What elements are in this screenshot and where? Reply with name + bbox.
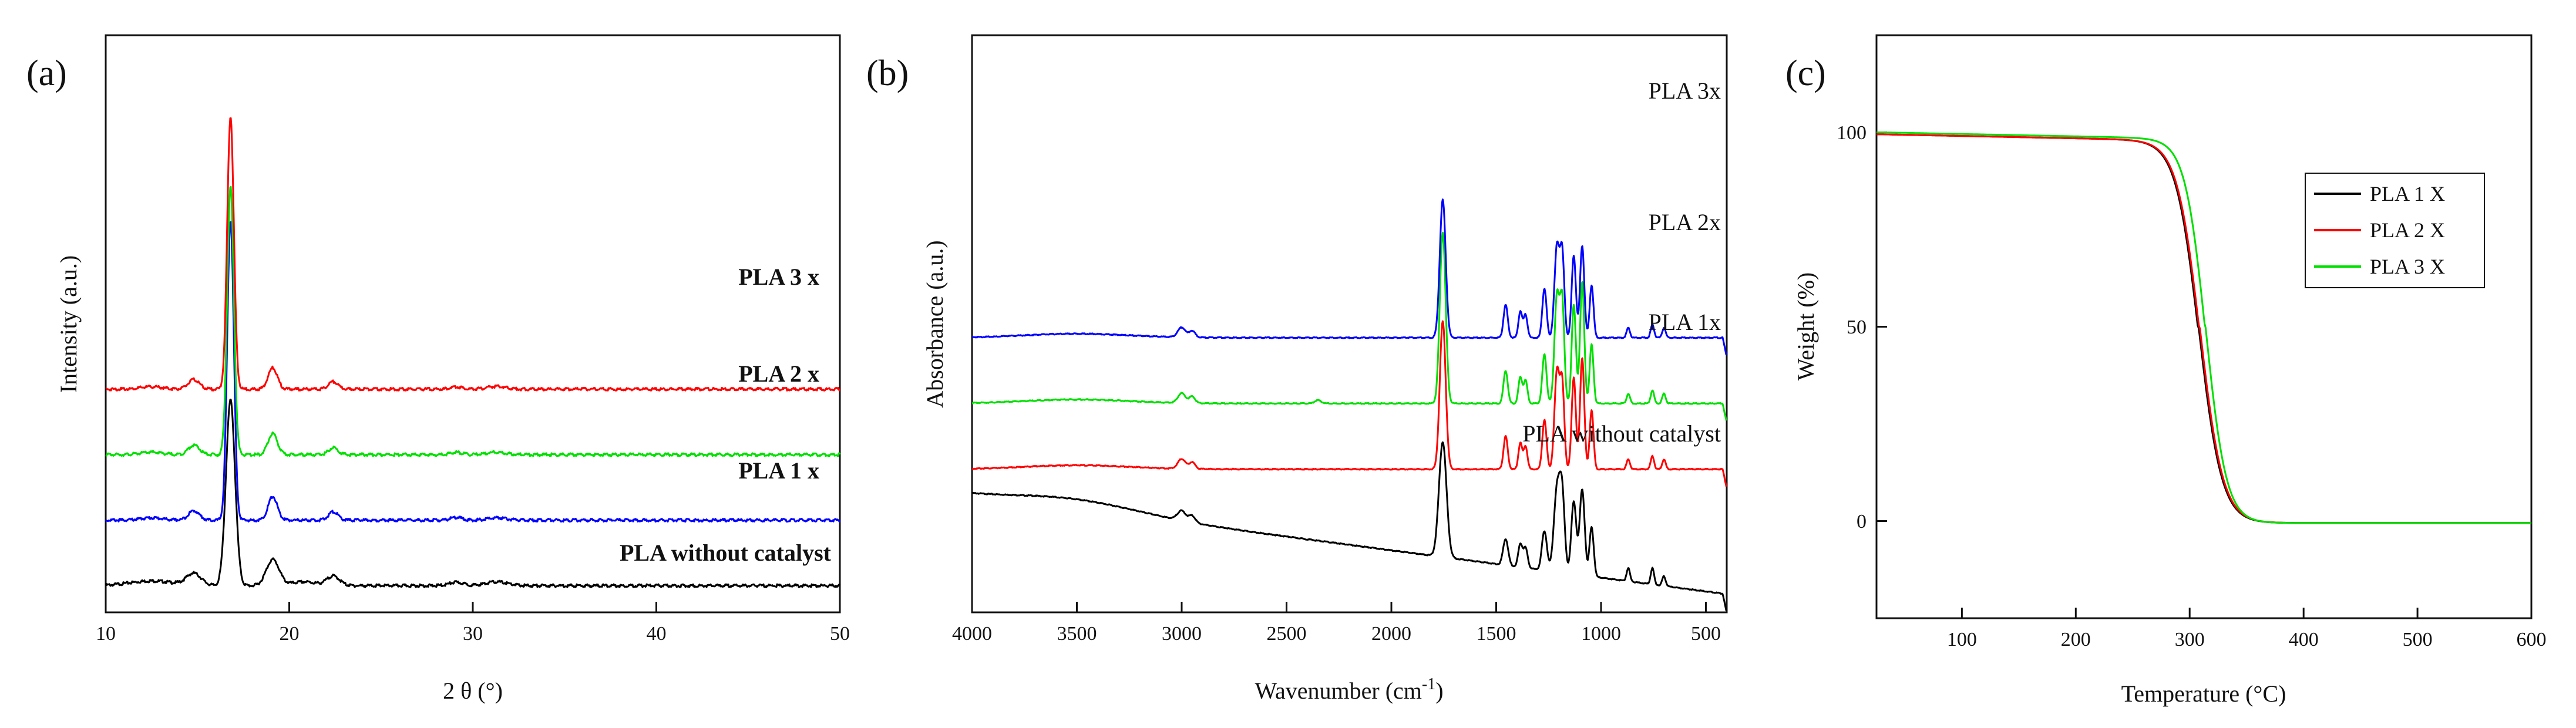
panel-c-series bbox=[1876, 132, 2531, 524]
panel-a-frame bbox=[105, 34, 841, 614]
xrd-series-pla-3-x bbox=[105, 117, 840, 392]
panel-c: (c) 100 200 300 400 500 600 0 50 100 Tem… bbox=[1785, 34, 2547, 707]
xrd-series-pla-1-x bbox=[105, 221, 841, 523]
panel-b-x-axis-label-sup: -1 bbox=[1422, 675, 1435, 693]
panel-c-x-axis-label: Temperature (°C) bbox=[2121, 680, 2286, 707]
panel-b-x-tick-label: 1000 bbox=[1581, 623, 1621, 645]
panel-b-x-ticks bbox=[971, 602, 1707, 612]
panel-a: (a) 10 20 30 40 50 2 θ (°) Intensity (a.… bbox=[26, 34, 850, 704]
ftir-series-pla-2x bbox=[971, 231, 1727, 421]
panel-a-y-axis-label: Intensity (a.u.) bbox=[55, 255, 82, 393]
panel-b-x-tick-label: 3500 bbox=[1057, 623, 1097, 645]
panel-a-x-ticks bbox=[105, 602, 841, 612]
panel-c-x-tick-label: 100 bbox=[1947, 629, 1977, 651]
panel-c-x-tick-label: 600 bbox=[2517, 629, 2547, 651]
panel-b-label-pla-2x: PLA 2x bbox=[1649, 209, 1721, 235]
panel-c-legend: PLA 1 X PLA 2 X PLA 3 X bbox=[2305, 173, 2485, 288]
panel-b-x-tick-label: 4000 bbox=[952, 623, 992, 645]
panel-b-x-tick-label: 2500 bbox=[1267, 623, 1307, 645]
panel-c-y-ticks bbox=[1876, 132, 1887, 522]
panel-a-x-tick-label: 50 bbox=[830, 623, 850, 645]
panel-b-x-tick-label: 3000 bbox=[1162, 623, 1202, 645]
panel-b-label: (b) bbox=[866, 53, 909, 93]
legend-label-pla-2x: PLA 2 X bbox=[2370, 218, 2445, 242]
panel-b-frame bbox=[971, 34, 1728, 614]
panel-a-x-axis-label: 2 θ (°) bbox=[443, 678, 503, 704]
panel-b-x-axis-label-main: Wavenumber (cm bbox=[1255, 678, 1421, 704]
tga-series-pla-3-x bbox=[1876, 132, 2531, 524]
panel-b-y-axis-label: Absorbance (a.u.) bbox=[922, 240, 948, 407]
panel-a-x-tick-label: 30 bbox=[463, 623, 483, 645]
ftir-series-pla-without-catalyst bbox=[971, 441, 1727, 611]
panel-c-y-tick-label: 100 bbox=[1837, 122, 1867, 144]
xrd-series-pla-without-catalyst bbox=[105, 399, 841, 588]
panel-b-x-tick-label: 2000 bbox=[1371, 623, 1411, 645]
panel-b-label-pla-1x: PLA 1x bbox=[1649, 309, 1721, 335]
panel-a-x-tick-label: 40 bbox=[647, 623, 667, 645]
panel-b-series bbox=[971, 198, 1727, 611]
panel-a-label-pla-3x: PLA 3 x bbox=[738, 264, 819, 290]
panel-a-series bbox=[105, 117, 841, 588]
panel-c-y-tick-label: 0 bbox=[1857, 511, 1867, 532]
panel-c-x-tick-label: 500 bbox=[2403, 629, 2433, 651]
panel-b-x-axis-label: Wavenumber (cm-1) bbox=[1255, 675, 1443, 704]
legend-label-pla-3x: PLA 3 X bbox=[2370, 255, 2445, 278]
panel-c-x-tick-label: 400 bbox=[2289, 629, 2319, 651]
panel-a-label-pla-2x: PLA 2 x bbox=[738, 360, 819, 387]
panel-c-y-tick-label: 50 bbox=[1847, 316, 1867, 338]
panel-b-label-pla-3x: PLA 3x bbox=[1649, 77, 1721, 104]
legend-label-pla-1x: PLA 1 X bbox=[2370, 182, 2445, 205]
panel-c-x-tick-label: 300 bbox=[2175, 629, 2205, 651]
panel-b-x-tick-label: 500 bbox=[1691, 623, 1721, 645]
panel-a-x-tick-label: 20 bbox=[280, 623, 300, 645]
panel-a-label-pla-without-catalyst: PLA without catalyst bbox=[620, 540, 832, 566]
panel-a-label-pla-1x: PLA 1 x bbox=[738, 457, 819, 484]
panel-c-x-ticks bbox=[1960, 608, 2533, 618]
xrd-series-pla-2-x bbox=[105, 186, 841, 457]
panel-a-label: (a) bbox=[26, 53, 67, 93]
ftir-series-pla-3x bbox=[971, 198, 1727, 356]
panel-a-x-tick-label: 10 bbox=[96, 623, 116, 645]
panel-c-y-axis-label: Weight (%) bbox=[1793, 272, 1819, 381]
panel-b-label-pla-without-catalyst: PLA without catalyst bbox=[1522, 420, 1721, 447]
panel-c-label: (c) bbox=[1785, 53, 1826, 93]
ftir-series-pla-1x bbox=[971, 320, 1727, 487]
panel-b: (b) 4000 3500 3000 2500 2000 1500 1000 5… bbox=[866, 34, 1728, 704]
panel-b-x-tick-label: 1500 bbox=[1477, 623, 1516, 645]
panel-b-x-axis-label-end: ) bbox=[1435, 678, 1443, 704]
panel-c-x-tick-label: 200 bbox=[2061, 629, 2091, 651]
panel-c-frame bbox=[1875, 34, 2533, 619]
